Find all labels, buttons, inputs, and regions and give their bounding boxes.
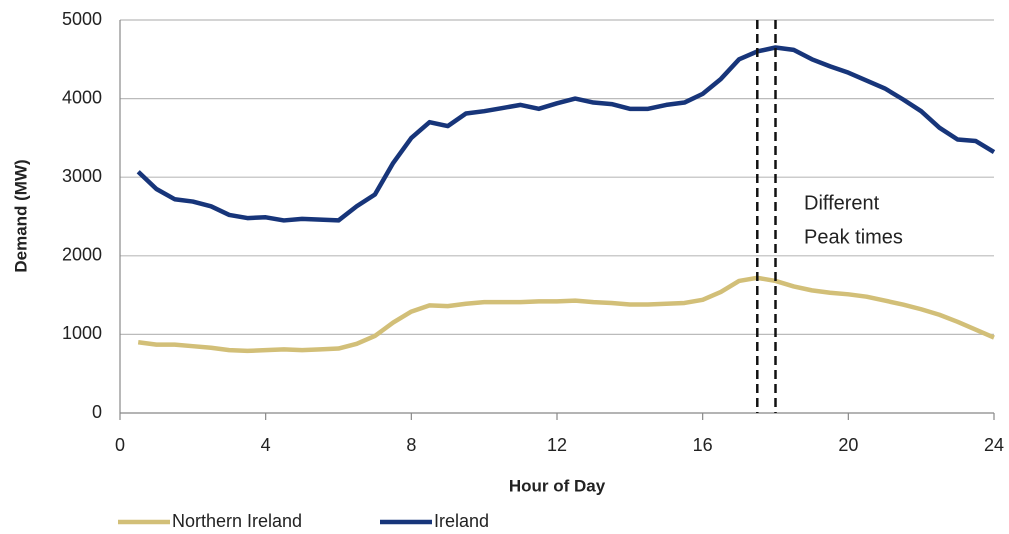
series-line [136,45,996,223]
y-tick-label: 1000 [62,323,102,343]
x-tick-label: 24 [984,435,1004,455]
y-tick-label: 2000 [62,245,102,265]
y-axis-title: Demand (MW) [11,159,30,272]
y-tick-label: 0 [92,402,102,422]
annotation: Peak times [804,226,903,248]
legend-label: Ireland [434,511,489,531]
x-tick-label: 12 [547,435,567,455]
x-tick-label: 4 [261,435,271,455]
series-line [137,275,995,354]
legend-label: Northern Ireland [172,511,302,531]
y-tick-label: 3000 [62,166,102,186]
y-tick-label: 5000 [62,9,102,29]
x-tick-label: 16 [693,435,713,455]
y-tick-label: 4000 [62,87,102,107]
x-tick-label: 8 [406,435,416,455]
x-tick-label: 0 [115,435,125,455]
annotation: Different [804,192,880,214]
x-axis-title: Hour of Day [509,476,606,495]
x-tick-label: 20 [838,435,858,455]
